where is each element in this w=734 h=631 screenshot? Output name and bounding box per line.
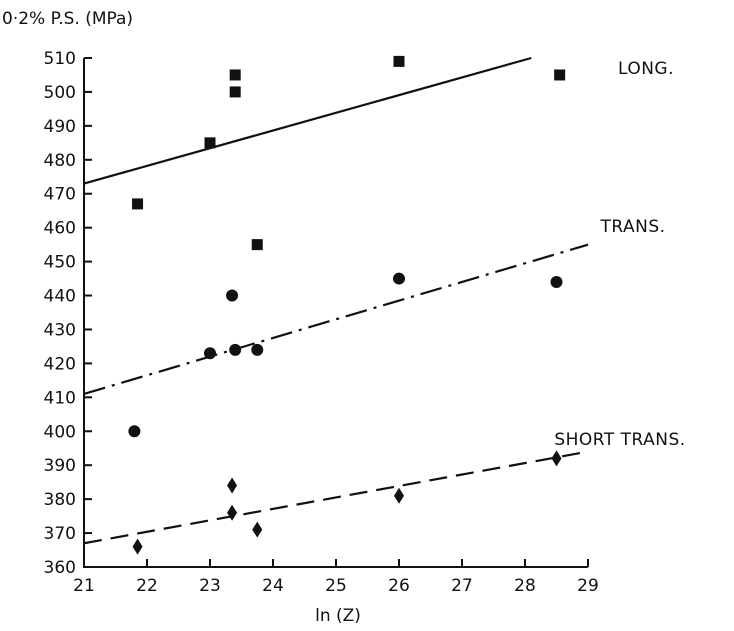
circle-marker [229, 343, 242, 356]
y-tick-label: 360 [44, 558, 76, 578]
fit-line [83, 450, 589, 545]
x-tick-label: 21 [73, 576, 95, 596]
circle-marker [393, 272, 405, 285]
y-tick-label: 480 [44, 151, 76, 171]
series-label: TRANS. [599, 217, 665, 237]
x-tick-label: 26 [388, 576, 410, 596]
y-tick-label: 430 [44, 320, 76, 340]
y-tick-label: 470 [44, 185, 76, 205]
diamond-marker [252, 521, 263, 538]
series-label: LONG. [618, 59, 674, 79]
circle-marker [204, 347, 216, 360]
data-points [128, 55, 566, 555]
circle-marker [128, 425, 141, 438]
x-tick-label: 29 [577, 576, 599, 596]
circle-marker [550, 275, 563, 288]
x-axis-label: ln (Z) [315, 606, 361, 626]
fit-line [83, 243, 589, 395]
y-tick-label: 440 [44, 287, 76, 307]
y-tick-label: 370 [44, 524, 76, 544]
diamond-marker [227, 477, 238, 494]
square-marker [132, 198, 144, 210]
x-tick-label: 23 [199, 576, 221, 596]
series-label: SHORT TRANS. [554, 430, 685, 450]
y-axis-label: 0·2% P.S. (MPa) [2, 9, 133, 29]
square-marker [204, 137, 216, 149]
x-tick-label: 22 [136, 576, 158, 596]
series-labels: LONG. TRANS. SHORT TRANS. [554, 59, 685, 450]
x-ticks: 21 22 23 24 25 26 27 28 29 [73, 559, 599, 596]
y-ticks: 360 370 380 390 400 410 420 430 440 450 460 470 480 4… [44, 49, 92, 578]
diamond-marker [227, 504, 238, 521]
y-tick-label: 420 [44, 354, 76, 374]
x-tick-label: 24 [262, 576, 284, 596]
y-tick-label: 400 [44, 422, 76, 442]
y-tick-label: 390 [44, 456, 76, 476]
y-tick-label: 500 [44, 83, 76, 103]
circle-marker [251, 343, 264, 356]
diamond-marker [551, 450, 562, 467]
y-tick-label: 410 [44, 388, 76, 408]
square-marker [393, 55, 405, 67]
diamond-marker [132, 538, 143, 555]
square-marker [229, 69, 241, 81]
fit-lines [83, 56, 589, 545]
fit-line [83, 56, 532, 185]
axis-lines [83, 58, 588, 568]
y-tick-label: 460 [44, 219, 76, 239]
y-tick-label: 490 [44, 117, 76, 137]
y-tick-label: 450 [44, 253, 76, 273]
axes [83, 58, 588, 568]
y-tick-label: 380 [44, 490, 76, 510]
square-marker [229, 86, 241, 98]
x-tick-label: 27 [451, 576, 473, 596]
x-tick-label: 28 [514, 576, 536, 596]
square-marker [251, 239, 263, 251]
square-marker [554, 69, 566, 81]
x-tick-label: 25 [325, 576, 347, 596]
circle-marker [226, 289, 239, 302]
diamond-marker [394, 487, 404, 504]
y-tick-label: 510 [44, 49, 76, 69]
